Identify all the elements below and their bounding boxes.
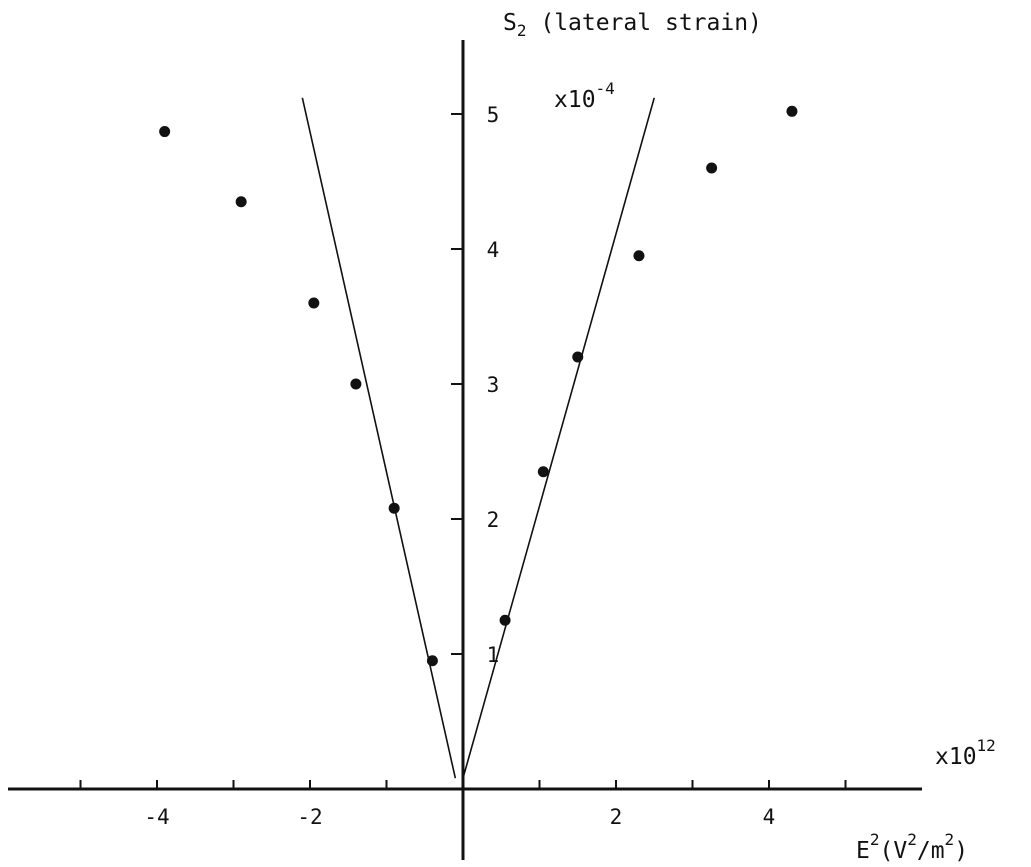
x-tick-label: 2 bbox=[610, 805, 623, 829]
x-axis-multiplier: x1012 bbox=[935, 736, 996, 770]
data-point bbox=[308, 297, 320, 309]
y-tick-label: 5 bbox=[487, 103, 500, 127]
axes bbox=[8, 40, 922, 860]
y-tick-label: 4 bbox=[487, 238, 500, 262]
data-point bbox=[572, 351, 584, 363]
y-tick-label: 1 bbox=[487, 643, 500, 667]
data-point bbox=[388, 502, 400, 514]
x-tick-label: -2 bbox=[297, 805, 322, 829]
data-point bbox=[159, 126, 171, 138]
data-point bbox=[499, 614, 511, 626]
data-point bbox=[426, 655, 438, 667]
y-axis-multiplier: x10-4 bbox=[554, 79, 615, 113]
data-point bbox=[537, 466, 549, 478]
y-tick-label: 2 bbox=[487, 508, 500, 532]
y-tick-labels: 1 2 3 4 5 bbox=[487, 103, 500, 667]
data-point bbox=[235, 196, 247, 208]
data-point bbox=[706, 162, 718, 174]
x-tick-label: 4 bbox=[763, 805, 776, 829]
x-tick-labels: -4 -2 2 4 bbox=[144, 805, 775, 829]
fit-line bbox=[462, 97, 656, 779]
data-points bbox=[159, 105, 798, 667]
x-axis-title: E2(V2/m2) bbox=[856, 830, 968, 864]
y-tick-label: 3 bbox=[487, 373, 500, 397]
fit-line bbox=[301, 97, 457, 779]
y-axis-title: S2 (lateral strain) bbox=[503, 10, 762, 40]
data-point bbox=[633, 250, 645, 262]
fit-lines bbox=[301, 97, 656, 779]
data-point bbox=[786, 105, 798, 117]
data-point bbox=[350, 378, 362, 390]
x-tick-label: -4 bbox=[144, 805, 169, 829]
